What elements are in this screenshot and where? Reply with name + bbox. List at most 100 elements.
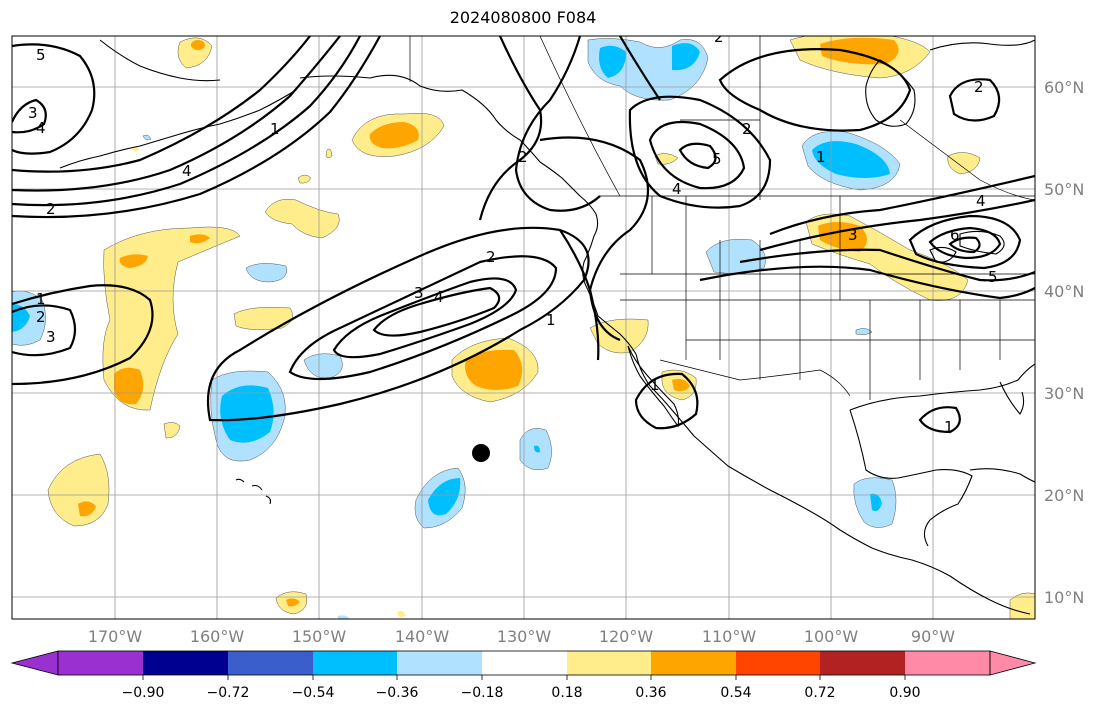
lon-tick-label: 120°W — [599, 627, 654, 646]
positive-anomaly-patch — [947, 152, 981, 175]
contour-label: 3 — [414, 284, 424, 302]
contour-label: 4 — [182, 162, 192, 180]
lat-tick-label: 30°N — [1044, 384, 1084, 403]
positive-anomaly-patch — [102, 226, 241, 411]
negative-anomaly-patch — [303, 353, 343, 379]
positive-anomaly-patch — [325, 148, 333, 159]
contour-label: 4 — [976, 192, 986, 210]
lon-tick-label: 170°W — [88, 627, 143, 646]
contour-high-4 — [372, 286, 501, 337]
negative-anomaly-patch — [855, 328, 873, 335]
lat-tick-label: 60°N — [1044, 78, 1084, 97]
lon-tick-label: 140°W — [395, 627, 450, 646]
colorbar-segment — [58, 651, 143, 675]
positive-anomaly-patch — [264, 199, 340, 239]
contour-label: 3 — [848, 226, 858, 244]
colorbar-segment — [482, 651, 567, 675]
colorbar-segment — [905, 651, 990, 675]
positive-anomaly-patch — [1009, 592, 1035, 619]
contour-label: 1 — [36, 290, 46, 308]
location-marker — [472, 444, 490, 462]
contour-high-2 — [288, 255, 558, 381]
colorbar-extend-min — [10, 650, 59, 676]
longitude-labels: 170°W 160°W 150°W 140°W 130°W 120°W 110°… — [88, 627, 955, 646]
contour-label: 4 — [36, 119, 46, 137]
positive-anomaly-core — [78, 501, 96, 517]
colorbar-segment — [567, 651, 651, 675]
colorbar-segment — [143, 651, 228, 675]
colorbar-segment — [736, 651, 820, 675]
contour-label: 6 — [950, 226, 960, 244]
lon-tick-label: 90°W — [911, 627, 955, 646]
lat-tick-label: 20°N — [1044, 486, 1084, 505]
contour-label: 5 — [988, 268, 998, 286]
contour-label: 1 — [944, 418, 954, 436]
colorbar-tick-label: 0.90 — [889, 685, 920, 701]
colorbar-segment — [313, 651, 397, 675]
lon-tick-label: 160°W — [190, 627, 245, 646]
colorbar-tick-label: −0.90 — [122, 685, 165, 701]
map-frame — [11, 35, 1036, 620]
negative-anomaly-patch — [142, 134, 152, 141]
contour-label: 2 — [974, 78, 984, 96]
lat-tick-label: 10°N — [1044, 588, 1084, 607]
colorbar-tick-label: 0.54 — [720, 685, 751, 701]
colorbar-segment — [397, 651, 482, 675]
colorbar-tick-label: −0.54 — [292, 685, 335, 701]
contour-high-3 — [332, 277, 518, 359]
lat-tick-label: 50°N — [1044, 180, 1084, 199]
negative-anomaly-core — [534, 445, 540, 453]
lon-tick-label: 150°W — [292, 627, 347, 646]
colorbar-tick-label: −0.18 — [461, 685, 504, 701]
positive-anomaly-core — [119, 254, 148, 268]
gridlines — [12, 36, 1035, 619]
contour-label: 2 — [36, 308, 46, 326]
contour-high-1 — [206, 226, 590, 422]
colorbar-segment — [651, 651, 736, 675]
contour-label: 3 — [46, 328, 56, 346]
contour-label: 1 — [270, 120, 280, 138]
contour-label-group: 5 4 3 1 4 2 1 2 3 3 4 2 1 2 4 5 2 1 2 4 … — [28, 28, 998, 436]
positive-anomaly-patch — [589, 318, 649, 354]
contour-label: 4 — [434, 288, 444, 306]
contour-label: 1 — [650, 376, 660, 394]
negative-anomaly-core — [812, 141, 890, 178]
contour-label: 5 — [36, 46, 46, 64]
colorbar-tick-label: 0.72 — [804, 685, 835, 701]
positive-anomaly-core — [672, 378, 690, 392]
contour-label: 1 — [816, 148, 826, 166]
colorbar-segment — [228, 651, 313, 675]
latitude-labels: 60°N 50°N 40°N 30°N 20°N 10°N — [1044, 78, 1084, 607]
positive-anomaly-core — [191, 40, 205, 50]
negative-anomaly-core — [428, 478, 461, 516]
positive-anomaly-patch — [163, 422, 181, 439]
colorbar: −0.90 −0.72 −0.54 −0.36 −0.18 0.18 0.36 … — [10, 650, 1037, 701]
colorbar-tick-label: 0.18 — [551, 685, 582, 701]
colorbar-tick-label: −0.72 — [207, 685, 250, 701]
positive-anomaly-core — [465, 349, 523, 390]
negative-anomaly-core — [672, 43, 700, 71]
lat-tick-label: 40°N — [1044, 282, 1084, 301]
positive-anomaly-patch — [297, 174, 312, 184]
positive-anomaly-patch — [233, 307, 293, 330]
negative-anomaly-core — [599, 45, 626, 78]
colorbar-segment — [820, 651, 905, 675]
lon-tick-label: 130°W — [497, 627, 552, 646]
map-title: 2024080800 F084 — [449, 8, 597, 27]
positive-anomaly-core — [190, 234, 210, 244]
positive-anomaly-core — [820, 37, 899, 65]
contour-label: 2 — [486, 248, 496, 266]
negative-anomaly-core — [870, 493, 882, 512]
lon-tick-label: 100°W — [804, 627, 859, 646]
contour-label: 2 — [714, 28, 724, 46]
negative-anomaly-patch — [338, 615, 350, 619]
contour-lines — [12, 36, 1035, 434]
lon-tick-label: 110°W — [702, 627, 757, 646]
shading-layer — [12, 36, 1035, 619]
colorbar-ticks — [142, 675, 906, 680]
contour-label: 4 — [672, 180, 682, 198]
contour-label: 3 — [28, 104, 38, 122]
contour-label: 2 — [518, 148, 528, 166]
negative-anomaly-core — [220, 385, 274, 443]
political-borders — [409, 36, 1035, 400]
